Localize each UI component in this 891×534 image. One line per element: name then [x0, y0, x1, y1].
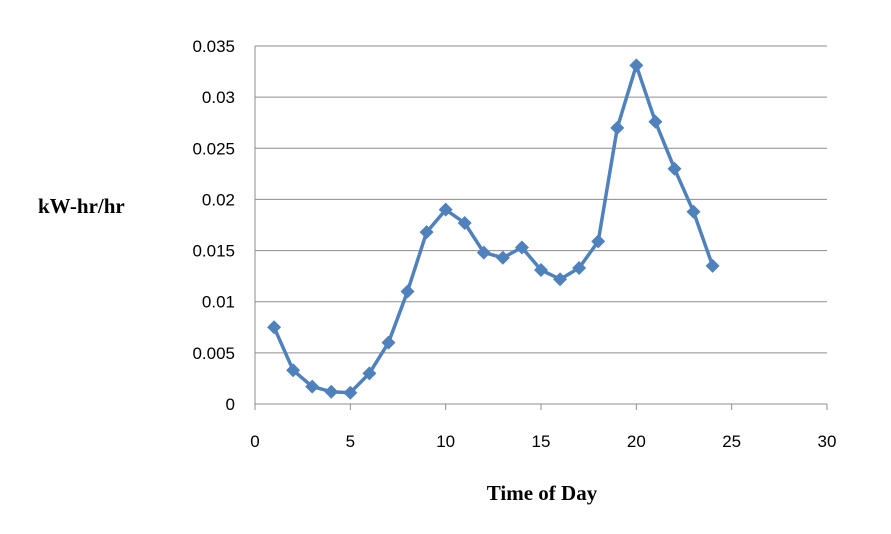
data-point-marker — [476, 245, 491, 260]
data-point-marker — [648, 114, 663, 129]
data-point-marker — [514, 240, 529, 255]
y-tick-label: 0.03 — [202, 88, 235, 107]
data-point-marker — [667, 161, 682, 176]
data-point-marker — [419, 225, 434, 240]
data-point-marker — [495, 250, 510, 265]
data-point-marker — [705, 258, 720, 273]
x-tick-label: 30 — [818, 432, 837, 451]
x-tick-labels: 0 5 10 15 20 25 30 — [250, 432, 836, 451]
x-tick-label: 25 — [722, 432, 741, 451]
data-point-marker — [400, 284, 415, 299]
axes — [254, 46, 828, 410]
gridlines — [255, 45, 827, 354]
data-point-marker — [305, 379, 320, 394]
data-point-marker — [610, 120, 625, 135]
data-point-marker — [686, 204, 701, 219]
data-point-marker — [286, 363, 301, 378]
x-tick-label: 15 — [532, 432, 551, 451]
data-point-marker — [629, 58, 644, 73]
data-point-marker — [438, 202, 453, 217]
y-tick-label: 0.015 — [192, 242, 235, 261]
y-tick-label: 0.035 — [192, 37, 235, 56]
y-tick-label: 0.005 — [192, 344, 235, 363]
data-point-marker — [324, 384, 339, 399]
data-point-marker — [343, 385, 358, 400]
y-tick-labels: 0 0.005 0.01 0.015 0.02 0.025 0.03 0.035 — [192, 37, 235, 414]
x-tick-label: 0 — [250, 432, 259, 451]
data-point-marker — [591, 234, 606, 249]
data-point-marker — [267, 320, 282, 335]
x-axis-title: Time of Day — [487, 481, 598, 505]
data-point-marker — [572, 260, 587, 275]
y-axis-title: kW-hr/hr — [38, 194, 125, 218]
data-point-marker — [534, 263, 548, 278]
x-tick-label: 5 — [346, 432, 355, 451]
data-point-marker — [553, 272, 568, 287]
y-tick-label: 0 — [226, 395, 235, 414]
y-tick-label: 0.02 — [202, 190, 235, 209]
data-point-marker — [362, 366, 377, 381]
y-tick-label: 0.01 — [202, 293, 235, 312]
series-group — [267, 58, 720, 400]
data-point-marker — [381, 335, 396, 350]
series-line — [272, 63, 715, 395]
y-tick-label: 0.025 — [192, 139, 235, 158]
data-point-marker — [457, 215, 472, 230]
x-tick-label: 20 — [627, 432, 646, 451]
x-tick-label: 10 — [436, 432, 455, 451]
